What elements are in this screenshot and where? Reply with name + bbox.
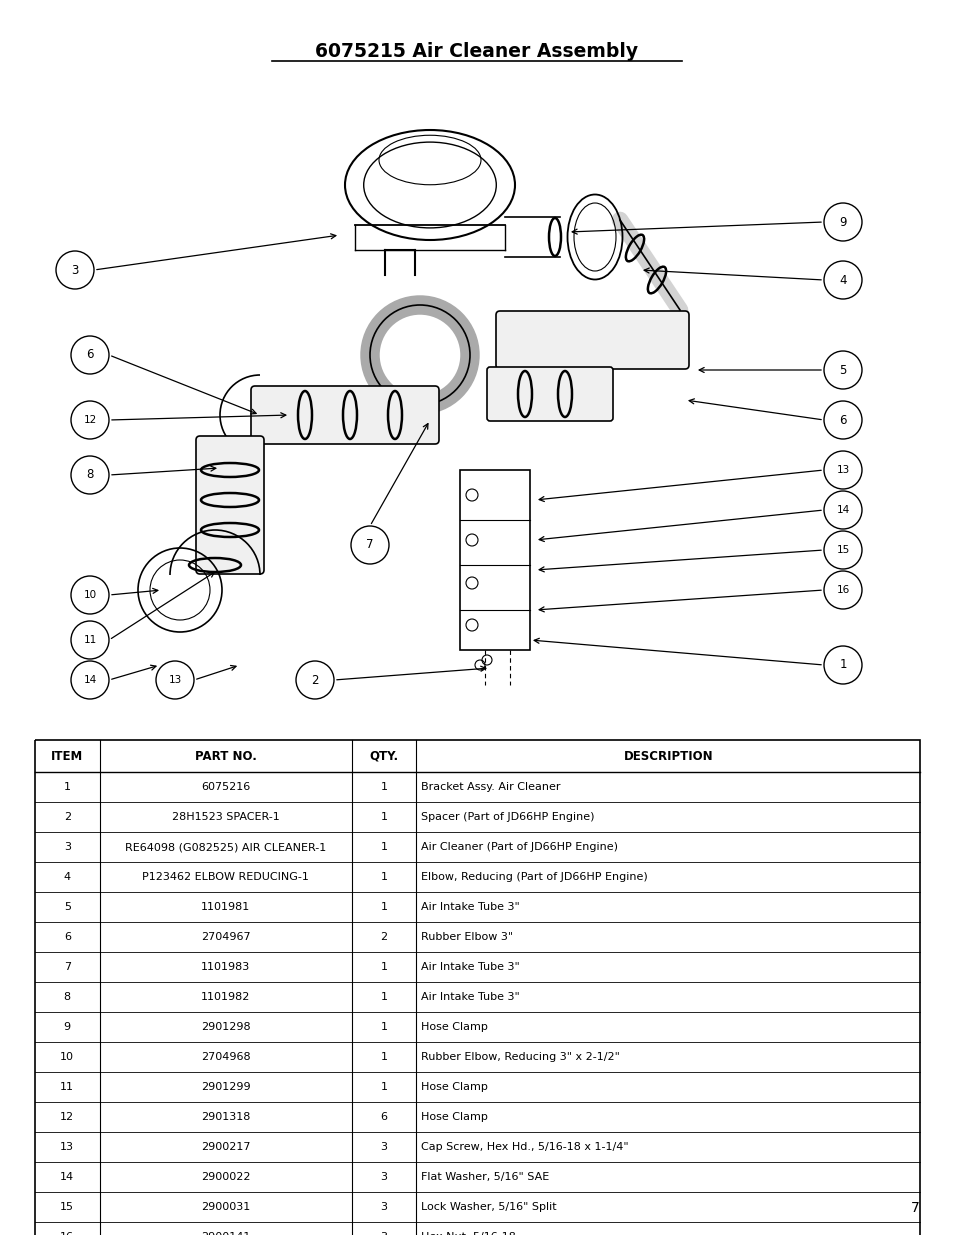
Circle shape: [465, 577, 477, 589]
Text: 2900217: 2900217: [201, 1142, 251, 1152]
Circle shape: [465, 534, 477, 546]
Text: Elbow, Reducing (Part of JD66HP Engine): Elbow, Reducing (Part of JD66HP Engine): [421, 872, 647, 882]
Text: 13: 13: [836, 466, 849, 475]
Text: 4: 4: [64, 872, 71, 882]
Text: 11: 11: [83, 635, 96, 645]
Text: P123462 ELBOW REDUCING-1: P123462 ELBOW REDUCING-1: [142, 872, 309, 882]
Text: 7: 7: [366, 538, 374, 552]
Text: 15: 15: [836, 545, 849, 555]
Text: Air Intake Tube 3": Air Intake Tube 3": [421, 992, 519, 1002]
Text: 1101982: 1101982: [201, 992, 250, 1002]
Text: 9: 9: [64, 1023, 71, 1032]
Text: 2901298: 2901298: [201, 1023, 251, 1032]
Text: 3: 3: [380, 1172, 387, 1182]
Text: Air Cleaner (Part of JD66HP Engine): Air Cleaner (Part of JD66HP Engine): [421, 842, 618, 852]
Text: Cap Screw, Hex Hd., 5/16-18 x 1-1/4": Cap Screw, Hex Hd., 5/16-18 x 1-1/4": [421, 1142, 628, 1152]
FancyBboxPatch shape: [496, 311, 688, 369]
FancyBboxPatch shape: [195, 436, 264, 574]
Text: Rubber Elbow 3": Rubber Elbow 3": [421, 932, 513, 942]
Text: 2901299: 2901299: [201, 1082, 251, 1092]
Text: 16: 16: [60, 1233, 74, 1235]
FancyBboxPatch shape: [251, 387, 438, 445]
Text: 3: 3: [71, 263, 78, 277]
Text: 15: 15: [60, 1202, 74, 1212]
Text: 9: 9: [839, 215, 846, 228]
Text: Hose Clamp: Hose Clamp: [421, 1082, 488, 1092]
Text: 3: 3: [380, 1233, 387, 1235]
Text: 2: 2: [380, 932, 387, 942]
Text: Hose Clamp: Hose Clamp: [421, 1023, 488, 1032]
Text: 1: 1: [380, 872, 387, 882]
Text: 4: 4: [839, 273, 846, 287]
Text: QTY.: QTY.: [369, 750, 398, 762]
Text: 5: 5: [839, 363, 846, 377]
Text: 1: 1: [380, 782, 387, 792]
Text: DESCRIPTION: DESCRIPTION: [622, 750, 712, 762]
Text: 1101981: 1101981: [201, 902, 250, 911]
Text: 2704968: 2704968: [201, 1052, 251, 1062]
Text: 1: 1: [380, 992, 387, 1002]
Text: 1: 1: [380, 962, 387, 972]
Bar: [459, 471, 530, 650]
Text: Air Intake Tube 3": Air Intake Tube 3": [421, 902, 519, 911]
Text: 10: 10: [60, 1052, 74, 1062]
Text: RE64098 (G082525) AIR CLEANER-1: RE64098 (G082525) AIR CLEANER-1: [125, 842, 326, 852]
Text: 1: 1: [380, 1082, 387, 1092]
Text: 16: 16: [836, 585, 849, 595]
Text: 14: 14: [60, 1172, 74, 1182]
Text: 1101983: 1101983: [201, 962, 250, 972]
Text: 3: 3: [64, 842, 71, 852]
Circle shape: [465, 489, 477, 501]
Text: 6075216: 6075216: [201, 782, 250, 792]
Text: 3: 3: [380, 1142, 387, 1152]
Text: 8: 8: [86, 468, 93, 482]
Circle shape: [465, 619, 477, 631]
Text: 2900141: 2900141: [201, 1233, 250, 1235]
Text: 1: 1: [64, 782, 71, 792]
Text: 2900031: 2900031: [201, 1202, 250, 1212]
Text: 13: 13: [168, 676, 181, 685]
Text: 2901318: 2901318: [201, 1112, 250, 1123]
Text: 6: 6: [839, 414, 846, 426]
Text: 1: 1: [839, 658, 846, 672]
Text: 12: 12: [60, 1112, 74, 1123]
Text: 6: 6: [86, 348, 93, 362]
Text: 14: 14: [83, 676, 96, 685]
Text: 2: 2: [64, 811, 71, 823]
Text: PART NO.: PART NO.: [194, 750, 256, 762]
Text: 6: 6: [64, 932, 71, 942]
Text: 28H1523 SPACER-1: 28H1523 SPACER-1: [172, 811, 279, 823]
Text: 1: 1: [380, 1023, 387, 1032]
Text: Bracket Assy. Air Cleaner: Bracket Assy. Air Cleaner: [421, 782, 560, 792]
Text: 1: 1: [380, 811, 387, 823]
FancyBboxPatch shape: [486, 367, 613, 421]
Text: 2900022: 2900022: [201, 1172, 251, 1182]
Text: ITEM: ITEM: [51, 750, 83, 762]
Text: Lock Washer, 5/16" Split: Lock Washer, 5/16" Split: [421, 1202, 557, 1212]
Text: 12: 12: [83, 415, 96, 425]
Text: Spacer (Part of JD66HP Engine): Spacer (Part of JD66HP Engine): [421, 811, 595, 823]
Text: 2704967: 2704967: [201, 932, 251, 942]
Text: 10: 10: [83, 590, 96, 600]
Text: 1: 1: [380, 1052, 387, 1062]
Text: Hex Nut, 5/16-18: Hex Nut, 5/16-18: [421, 1233, 516, 1235]
Text: Air Intake Tube 3": Air Intake Tube 3": [421, 962, 519, 972]
Text: Hose Clamp: Hose Clamp: [421, 1112, 488, 1123]
Text: 1: 1: [380, 902, 387, 911]
Text: 6: 6: [380, 1112, 387, 1123]
Text: 5: 5: [64, 902, 71, 911]
Text: 2: 2: [311, 673, 318, 687]
Text: 6075215 Air Cleaner Assembly: 6075215 Air Cleaner Assembly: [315, 42, 638, 61]
Text: 11: 11: [60, 1082, 74, 1092]
Text: 14: 14: [836, 505, 849, 515]
Text: 7: 7: [64, 962, 71, 972]
Text: 7: 7: [910, 1200, 919, 1215]
Text: Flat Washer, 5/16" SAE: Flat Washer, 5/16" SAE: [421, 1172, 549, 1182]
Text: 8: 8: [64, 992, 71, 1002]
Bar: [35, 740, 919, 1235]
Text: 13: 13: [60, 1142, 74, 1152]
Text: 1: 1: [380, 842, 387, 852]
Text: Rubber Elbow, Reducing 3" x 2-1/2": Rubber Elbow, Reducing 3" x 2-1/2": [421, 1052, 619, 1062]
Text: 3: 3: [380, 1202, 387, 1212]
